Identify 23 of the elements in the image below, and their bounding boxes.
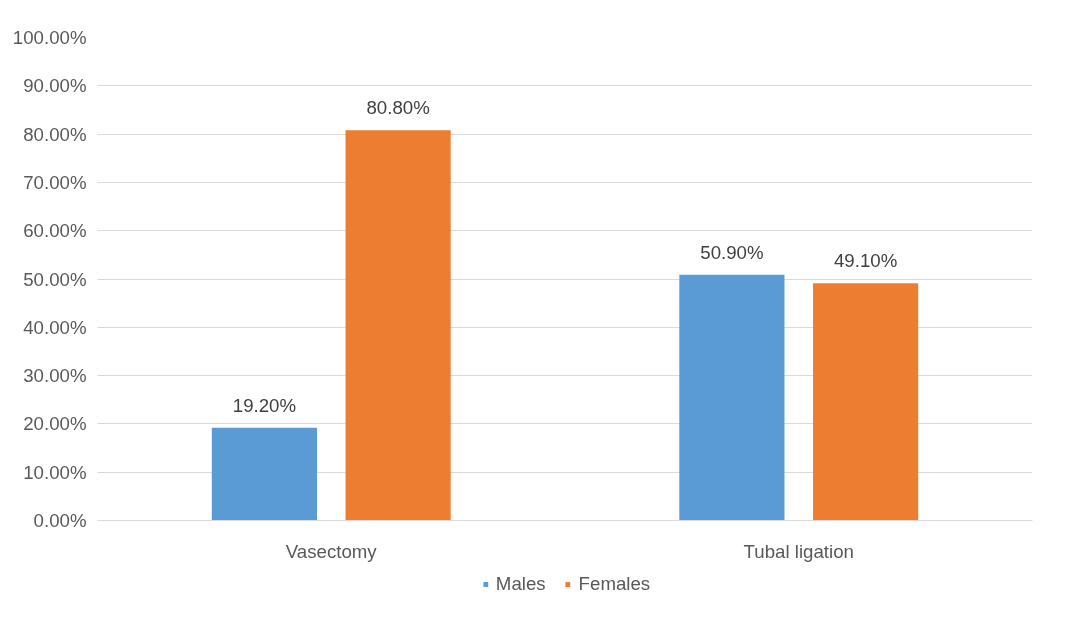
legend-label: Males bbox=[495, 573, 546, 595]
y-tick-label: 10.00% bbox=[23, 461, 87, 483]
y-tick-label: 50.00% bbox=[23, 268, 87, 290]
y-tick-label: 0.00% bbox=[33, 510, 87, 531]
legend-label: Females bbox=[578, 573, 651, 595]
y-tick-label: 70.00% bbox=[23, 171, 87, 193]
y-tick-label: 100.00% bbox=[12, 27, 87, 48]
bar bbox=[813, 283, 919, 521]
y-tick-label: 90.00% bbox=[23, 75, 87, 97]
bar bbox=[345, 130, 451, 521]
bar bbox=[679, 274, 785, 521]
y-tick-label: 80.00% bbox=[23, 123, 87, 145]
x-tick-label: Tubal ligation bbox=[743, 540, 854, 562]
bar bbox=[211, 427, 317, 521]
y-tick-label: 30.00% bbox=[23, 365, 87, 387]
y-tick-label: 20.00% bbox=[23, 413, 87, 435]
y-tick-label: 60.00% bbox=[23, 220, 87, 242]
data-label: 80.80% bbox=[366, 97, 430, 119]
x-tick-label: Vasectomy bbox=[285, 540, 378, 562]
data-label: 50.90% bbox=[700, 241, 764, 263]
data-label: 19.20% bbox=[232, 394, 297, 416]
data-label: 49.10% bbox=[833, 250, 898, 272]
y-tick-label: 40.00% bbox=[23, 316, 87, 338]
